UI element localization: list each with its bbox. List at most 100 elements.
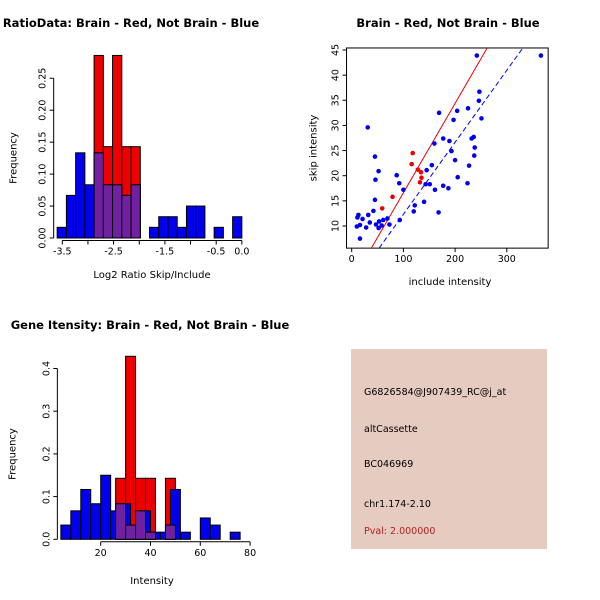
y-tick-label: 0.10 — [38, 164, 49, 185]
x-tick-label: 80 — [244, 548, 256, 559]
scatter-point-blue — [465, 106, 471, 111]
scatter-point-blue — [446, 185, 451, 191]
y-tick-label: 0.20 — [38, 100, 49, 121]
scatter-point-blue — [476, 98, 482, 104]
hist-bar-blue — [167, 216, 178, 239]
accession-text: BC046969 — [364, 459, 414, 470]
y-tick-label: 0.2 — [41, 446, 52, 461]
scatter-point-blue — [538, 53, 544, 58]
gene-histogram-plot: 20 40 60 80 0.0 0.1 0.2 0.3 0.4 — [41, 355, 256, 559]
scatter-point-blue — [401, 187, 406, 193]
scatter-point-blue — [372, 154, 378, 159]
scatter-point-blue — [429, 162, 435, 168]
scatter-point-blue — [454, 108, 460, 114]
y-tick-label: 45 — [331, 44, 342, 56]
scatter-ylabel: skip intensity — [308, 114, 320, 182]
scatter-point-blue — [472, 145, 478, 150]
scatter-point-blue — [367, 220, 373, 225]
splice-type-text: altCassette — [364, 424, 418, 435]
y-tick-label: 0.00 — [38, 227, 49, 248]
hist-bar-blue — [195, 205, 206, 239]
scatter-point-blue — [477, 89, 482, 95]
y-tick-label: 0.0 — [41, 532, 52, 547]
scatter-point-blue — [423, 181, 428, 187]
scatter-point-blue — [466, 163, 472, 168]
scatter-point-red — [415, 167, 421, 172]
scatter-point-blue — [360, 216, 365, 222]
x-tick-label: 0.0 — [234, 247, 249, 258]
panel-ratio-histogram: -3.5 -2.5 -1.5 -0.5 0.0 0.00 0.05 0.10 0.15 0.20 0… — [0, 0, 300, 300]
scatter-point-blue — [451, 117, 456, 123]
hist-overlap-bar — [145, 531, 156, 540]
scatter-point-blue — [376, 225, 381, 231]
scatter-point-blue — [373, 177, 378, 183]
y-tick-label: 0.05 — [38, 195, 49, 216]
hist-overlap-bar — [121, 194, 132, 239]
scatter-point-red — [379, 206, 385, 211]
y-tick-label: 0.1 — [41, 489, 52, 504]
pval-text: Pval: 2.000000 — [364, 526, 436, 537]
ratio-histogram-xlabel: Log2 Ratio Skip/Include — [93, 270, 211, 281]
scatter-point-red — [410, 150, 416, 156]
scatter-point-blue — [436, 210, 441, 215]
scatter-point-blue — [397, 217, 403, 223]
x-tick-label: 40 — [144, 548, 156, 559]
hist-bar-blue — [60, 524, 72, 540]
scatter-point-blue — [421, 199, 427, 205]
gene-histogram-ylabel: Frequency — [7, 428, 19, 480]
scatter-point-blue — [432, 141, 437, 146]
scatter-point-blue — [465, 180, 470, 186]
scatter-point-blue — [436, 110, 442, 116]
scatter-point-blue — [396, 180, 402, 186]
scatter-point-blue — [427, 181, 433, 187]
hist-bar-blue — [176, 226, 187, 239]
hist-overlap-bar — [125, 524, 137, 540]
x-tick-label: -2.5 — [104, 247, 123, 258]
scatter-point-blue — [432, 187, 438, 193]
scatter-point-blue — [455, 174, 460, 180]
scatter-point-blue — [379, 223, 384, 228]
y-tick-label: 10 — [331, 220, 342, 232]
fit-line-blue — [378, 47, 524, 249]
hist-bar-blue — [185, 205, 197, 239]
scatter-point-blue — [365, 212, 371, 218]
scatter-point-blue — [355, 215, 360, 220]
x-tick-label: 20 — [95, 548, 107, 559]
hist-bar-blue — [232, 216, 243, 239]
y-tick-label: 0.3 — [41, 404, 52, 419]
hist-bar-blue — [100, 474, 112, 540]
x-tick-label: 300 — [498, 254, 516, 265]
hist-bar-blue — [56, 226, 67, 239]
hist-overlap-bar — [130, 184, 141, 239]
hist-overlap-bar — [135, 510, 147, 540]
scatter-point-blue — [447, 138, 452, 144]
scatter-point-red — [390, 194, 395, 200]
x-tick-label: 60 — [194, 548, 206, 559]
panel-gene-info: G6826584@J907439_RC@j_at altCassette BC0… — [300, 300, 600, 600]
hist-bar-blue — [75, 152, 86, 239]
intensity-scatter-plot: 0 100 200 300 10 15 20 25 30 35 40 45 — [331, 44, 549, 265]
ratio-histogram-plot: -3.5 -2.5 -1.5 -0.5 0.0 0.00 0.05 0.10 0.15 0.20 0… — [38, 54, 249, 258]
scatter-point-blue — [373, 222, 379, 227]
scatter-point-blue — [452, 157, 458, 163]
scatter-point-red — [418, 169, 424, 175]
x-tick-label: -0.5 — [207, 247, 226, 258]
scatter-point-blue — [354, 224, 360, 229]
ratio-histogram-ylabel: Frequency — [8, 132, 20, 184]
x-tick-label: -3.5 — [53, 247, 72, 258]
scatter-point-blue — [372, 197, 378, 203]
scatter-point-blue — [474, 53, 480, 58]
y-tick-label: 25 — [331, 145, 342, 157]
hist-overlap-bar — [93, 152, 104, 239]
scatter-point-blue — [440, 183, 446, 189]
scatter-point-blue — [412, 203, 418, 208]
hist-overlap-bar — [164, 524, 176, 540]
ratio-histogram-title: RatioData: Brain - Red, Not Brain - Blue — [2, 16, 260, 30]
hist-bar-blue — [149, 226, 160, 239]
gene-info-box — [350, 349, 548, 550]
scatter-point-blue — [365, 125, 371, 130]
scatter-point-blue — [363, 225, 369, 230]
hist-bar-blue — [199, 517, 211, 540]
hist-bar-blue — [90, 503, 102, 540]
